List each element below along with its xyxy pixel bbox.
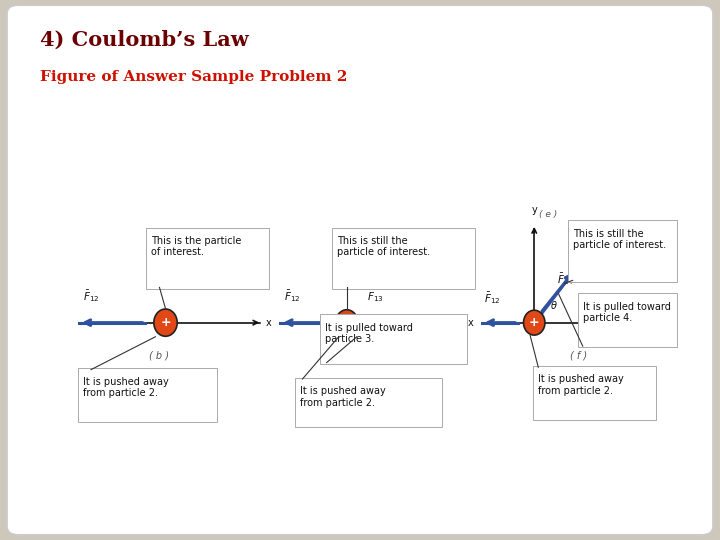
Text: x: x: [467, 318, 473, 328]
Circle shape: [523, 310, 545, 335]
Text: It is pulled toward
particle 3.: It is pulled toward particle 3.: [325, 322, 413, 345]
Text: $\bar{F}_{12}$: $\bar{F}_{12}$: [484, 291, 500, 306]
Text: It is pushed away
from particle 2.: It is pushed away from particle 2.: [83, 377, 168, 399]
Text: x: x: [266, 318, 272, 328]
Circle shape: [336, 310, 358, 335]
FancyBboxPatch shape: [567, 220, 677, 281]
Circle shape: [154, 309, 177, 336]
Text: $\bar{F}_{13}$: $\bar{F}_{13}$: [367, 288, 384, 304]
Text: This is the particle
of interest.: This is the particle of interest.: [151, 236, 242, 258]
Text: x: x: [667, 318, 673, 328]
Text: ( b ): ( b ): [150, 351, 169, 361]
Text: It is pulled toward
particle 4.: It is pulled toward particle 4.: [582, 301, 670, 323]
Text: $\bar{F}_{12}$: $\bar{F}_{12}$: [83, 288, 99, 304]
Text: 4) Coulomb’s Law: 4) Coulomb’s Law: [40, 30, 248, 50]
FancyBboxPatch shape: [332, 227, 474, 288]
Text: +: +: [160, 316, 171, 329]
Text: +: +: [341, 316, 352, 329]
FancyBboxPatch shape: [534, 366, 657, 420]
Text: This is still the
particle of interest.: This is still the particle of interest.: [337, 236, 430, 258]
FancyBboxPatch shape: [146, 227, 269, 288]
Text: ( d ): ( d ): [351, 351, 371, 361]
Text: ( e ): ( e ): [539, 210, 557, 219]
Text: y: y: [531, 205, 537, 214]
Text: Figure of Answer Sample Problem 2: Figure of Answer Sample Problem 2: [40, 70, 347, 84]
Text: This is still the
particle of interest.: This is still the particle of interest.: [572, 229, 666, 251]
FancyBboxPatch shape: [320, 314, 467, 364]
FancyBboxPatch shape: [295, 378, 442, 427]
Text: It is pushed away
from particle 2.: It is pushed away from particle 2.: [300, 386, 386, 408]
Text: ( f ): ( f ): [570, 351, 588, 361]
FancyBboxPatch shape: [78, 368, 217, 422]
FancyBboxPatch shape: [577, 293, 677, 347]
Text: $\bar{F}_{14}$: $\bar{F}_{14}$: [557, 271, 573, 287]
Text: $\theta$: $\theta$: [550, 299, 558, 311]
Text: +: +: [529, 316, 539, 329]
Text: It is pushed away
from particle 2.: It is pushed away from particle 2.: [539, 374, 624, 396]
Text: $\bar{F}_{12}$: $\bar{F}_{12}$: [284, 288, 301, 304]
